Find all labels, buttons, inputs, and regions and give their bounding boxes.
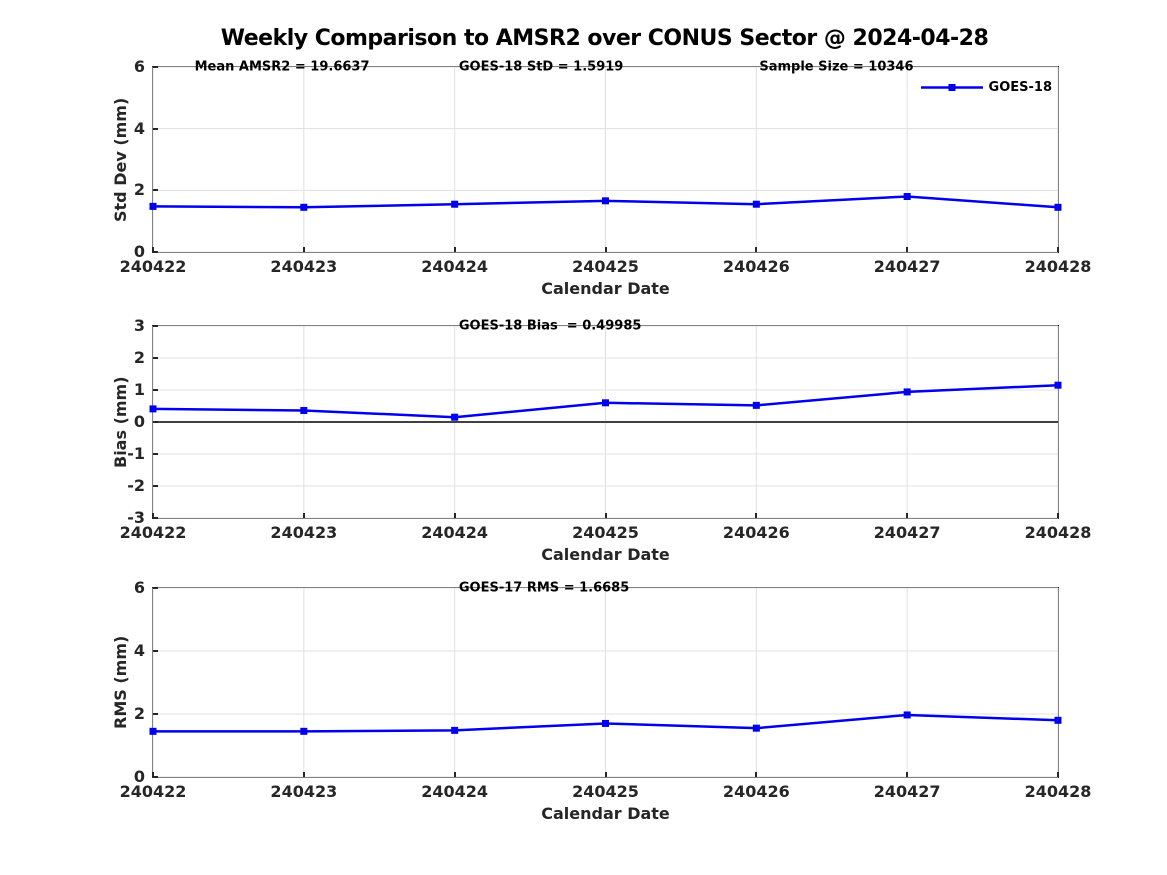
y-tick-mark [153,713,158,715]
x-tick-label: 240423 [270,257,338,276]
x-tick-mark [906,772,909,777]
x-tick-mark [453,772,456,777]
y-tick-mark [153,587,158,589]
x-tick-label: 240426 [722,523,790,542]
x-tick-label: 240428 [1024,257,1092,276]
y-tick-mark [153,389,158,391]
y-axis-label: Std Dev (mm) [111,97,130,222]
annotation: GOES-18 Bias = 0.49985 [458,318,642,334]
x-tick-mark [1057,513,1059,518]
subplot-rms: RMS (mm) Calendar Date 240422 240423 24042… [111,579,1091,824]
x-tick-mark [755,772,758,777]
x-tick-mark [453,513,456,518]
x-tick-label: 240422 [119,257,187,276]
y-tick-mark [153,485,158,487]
y-axis-label: RMS (mm) [111,635,130,730]
annotation: GOES-18 StD = 1.5919 [458,59,624,75]
x-tick-label: 240423 [270,782,338,801]
y-tick-mark [153,251,158,253]
y-tick-mark [153,421,158,423]
x-tick-mark [302,772,305,777]
x-tick-mark [906,247,909,252]
x-tick-mark [604,247,607,252]
annotation: GOES-17 RMS = 1.6685 [458,580,630,596]
x-tick-mark [152,772,154,777]
x-tick-label: 240425 [572,257,639,276]
annotation: Mean AMSR2 = 19.6637 [194,59,370,75]
x-tick-label: 240424 [421,257,489,276]
x-tick-label: 240428 [1024,523,1092,542]
y-tick-label: -1 [127,444,145,463]
legend-label: GOES-18 [988,80,1052,95]
y-tick-mark [153,325,158,327]
y-tick-label: 2 [133,348,145,367]
x-tick-mark [755,247,758,252]
std-dev-line-chart [149,66,1062,253]
y-tick-label: 1 [133,380,145,399]
x-tick-label: 240424 [421,523,489,542]
y-tick-label: -3 [127,508,145,527]
y-tick-mark [153,357,158,359]
x-axis-label: Calendar Date [541,804,670,823]
x-tick-mark [302,513,305,518]
x-tick-mark [302,247,305,252]
x-tick-mark [604,772,607,777]
y-tick-label: 6 [133,57,145,76]
y-tick-mark [153,189,158,192]
x-tick-mark [152,247,154,252]
y-tick-label: -2 [127,476,145,495]
x-tick-label: 240426 [722,257,790,276]
x-tick-label: 240426 [722,782,790,801]
x-tick-mark [906,513,909,518]
y-tick-label: 6 [133,578,145,597]
y-tick-mark [153,66,158,68]
x-tick-mark [755,513,758,518]
x-tick-mark [604,513,607,518]
bias-line-chart [149,325,1062,519]
legend: GOES-18 [920,80,1052,95]
legend-line-sample [920,84,983,91]
subplot-bias: Bias (mm) Calendar Date 240422 240423 2404… [111,317,1091,565]
rms-line-chart [149,587,1062,778]
y-tick-label: 0 [133,412,145,431]
y-tick-label: 3 [133,316,145,335]
x-tick-label: 240428 [1024,782,1092,801]
y-tick-label: 0 [133,767,145,786]
x-tick-label: 240423 [270,523,338,542]
y-tick-mark [153,776,158,778]
x-tick-label: 240422 [119,523,187,542]
y-tick-mark [153,127,158,130]
x-axis-label: Calendar Date [541,545,670,564]
y-tick-label: 2 [133,704,145,723]
x-tick-label: 240424 [421,782,489,801]
y-tick-label: 4 [133,641,145,660]
annotation: Sample Size = 10346 [759,59,914,75]
y-tick-mark [153,453,158,455]
x-tick-label: 240427 [873,523,941,542]
figure-title: Weekly Comparison to AMSR2 over CONUS Se… [220,26,989,51]
x-tick-label: 240422 [119,782,187,801]
y-tick-mark [153,650,158,652]
x-tick-label: 240427 [873,257,941,276]
x-tick-mark [1057,247,1059,252]
y-tick-label: 2 [133,180,145,200]
y-tick-label: 0 [133,242,145,261]
x-tick-mark [453,247,456,252]
x-axis-label: Calendar Date [541,279,670,298]
x-tick-label: 240427 [873,782,941,801]
x-tick-label: 240425 [572,523,639,542]
y-tick-mark [153,517,158,519]
x-tick-mark [152,513,154,518]
y-tick-label: 4 [133,118,145,138]
x-tick-mark [1057,772,1059,777]
x-tick-label: 240425 [572,782,639,801]
subplot-std-dev: Std Dev (mm) Calendar Date GOES-18 24042… [111,58,1091,299]
